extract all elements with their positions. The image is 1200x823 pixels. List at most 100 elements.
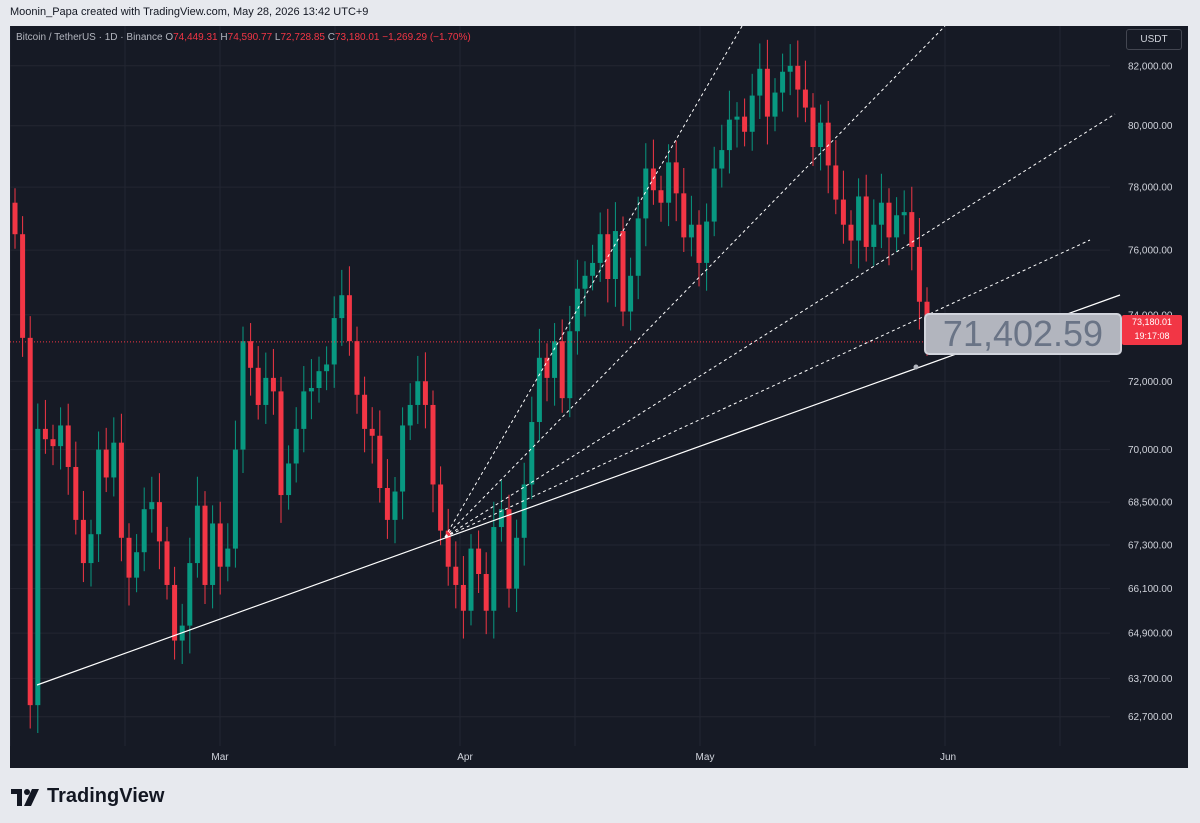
candle-body [848,224,854,241]
candle-body [780,71,786,93]
candle-body [354,341,360,395]
candle-body [270,377,276,392]
y-tick-label: 62,700.00 [1128,712,1173,723]
candle-body [612,231,618,280]
candle-body [863,196,869,247]
candle-body [149,502,155,510]
candle-body [726,119,732,151]
candle-body [430,404,436,485]
candle-body [225,548,231,567]
candle-body [377,435,383,489]
y-tick-label: 82,000.00 [1128,61,1173,72]
candle-body [156,502,162,542]
candle-body [711,168,717,222]
open-value: 74,449.31 [173,32,218,43]
candle-body [764,68,770,117]
candle-body [293,428,299,464]
y-tick-label: 76,000.00 [1128,246,1173,257]
candle-body [871,224,877,247]
candle-body [901,212,907,216]
candle-body [331,318,337,365]
trendline-fan-dotted [444,26,946,538]
candle-body [521,484,527,538]
candle-body [362,394,368,429]
candle-body [339,295,345,319]
tradingview-logo-icon [11,788,39,806]
candle-body [460,584,466,611]
candle-body [103,449,109,478]
candle-body [818,122,824,148]
y-tick-label: 78,000.00 [1128,183,1173,194]
candle-body [301,391,307,429]
candle-body [559,341,565,399]
candle-body [134,552,140,578]
candle-body [141,509,147,553]
candle-body [916,246,922,302]
close-value: 73,180.01 [335,32,380,43]
candlestick-chart[interactable]: 62,700.00 63,700.00 64,900.00 66,100.00 67,3… [10,26,1188,768]
chart-background [10,26,1188,768]
candle-body [316,371,322,389]
candle-body [878,202,884,225]
trendline-fan-dotted [444,239,1091,538]
candle-body [210,523,216,585]
candle-body [217,523,223,567]
candle-body [810,107,816,148]
candle-body [286,463,292,496]
symbol-name[interactable]: Bitcoin / TetherUS · 1D · Binance [16,32,163,43]
candle-body [514,537,520,589]
y-tick-label: 80,000.00 [1128,121,1173,132]
candle-body [118,442,124,538]
candle-body [263,377,269,405]
candle-body [35,428,41,706]
candle-body [886,202,892,238]
trendline-price-label[interactable]: 71,402.59 [924,313,1122,355]
candle-body [825,122,831,166]
candle-body [802,89,808,108]
y-tick-label: 70,000.00 [1128,445,1173,456]
candle-body [80,519,86,564]
candle-body [635,218,641,276]
candle-body [757,68,763,96]
candle-body [704,221,710,263]
candle-body [491,527,497,611]
candle-body [187,563,193,626]
candle-body [126,537,132,578]
countdown-timer: 19:17:08 [1134,331,1170,341]
candle-body [719,150,725,169]
candle-body [567,331,573,399]
candle-body [468,548,474,611]
tradingview-brand[interactable]: TradingView [11,785,164,808]
candle-body [172,584,178,641]
low-value: 72,728.85 [280,32,325,43]
symbol-legend: Bitcoin / TetherUS · 1D · Binance O74,44… [16,32,471,43]
candle-body [681,193,687,238]
candle-body [856,196,862,241]
chart-panel[interactable]: 62,700.00 63,700.00 64,900.00 66,100.00 67,3… [10,26,1188,768]
candle-body [202,505,208,585]
candle-body [772,92,778,117]
candle-body [96,449,102,535]
candle-body [27,337,33,706]
candle-body [643,168,649,219]
x-tick-label: Jun [940,752,956,763]
y-tick-label: 63,700.00 [1128,674,1173,685]
high-label: H [220,32,228,43]
candle-body [909,212,915,247]
candle-body [483,573,489,611]
trendline-solid [36,294,1121,686]
candle-body [415,381,421,405]
candle-body [552,341,558,378]
y-tick-label: 72,000.00 [1128,377,1173,388]
candle-body [666,162,672,203]
candle-body [574,288,580,332]
candle-body [308,388,314,392]
trendline-anchor-point [913,364,919,370]
candle-body [840,199,846,225]
x-tick-label: Mar [211,752,229,763]
currency-selector[interactable]: USDT [1126,29,1182,50]
candle-body [787,65,793,72]
candle-body [453,566,459,585]
candle-body [628,275,634,312]
candle-body [400,425,406,492]
